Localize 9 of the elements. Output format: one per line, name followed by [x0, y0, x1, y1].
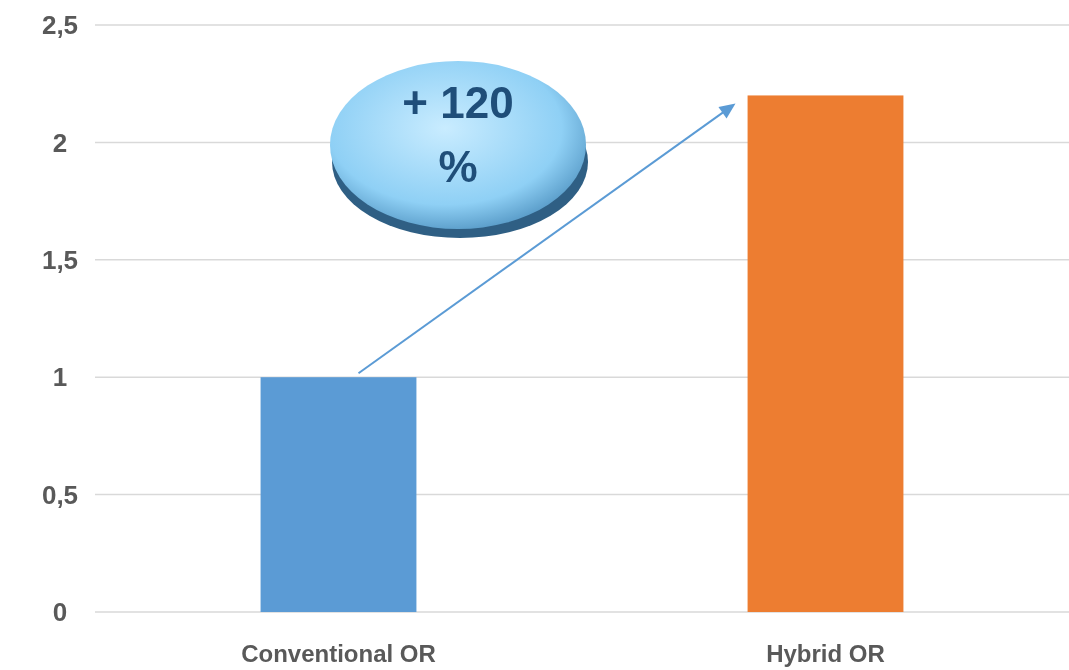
y-tick-label: 0	[52, 597, 68, 628]
x-tick-label: Hybrid OR	[766, 640, 885, 667]
y-tick-label: 1,5	[41, 244, 79, 275]
x-tick-label: Conventional OR	[241, 640, 436, 667]
y-tick-label: 2	[52, 127, 68, 158]
y-tick-label: 2,5	[41, 10, 79, 41]
y-tick-label: 1	[52, 362, 68, 393]
annotation: + 120 %	[402, 78, 514, 191]
y-tick-label: 0,5	[41, 479, 79, 510]
